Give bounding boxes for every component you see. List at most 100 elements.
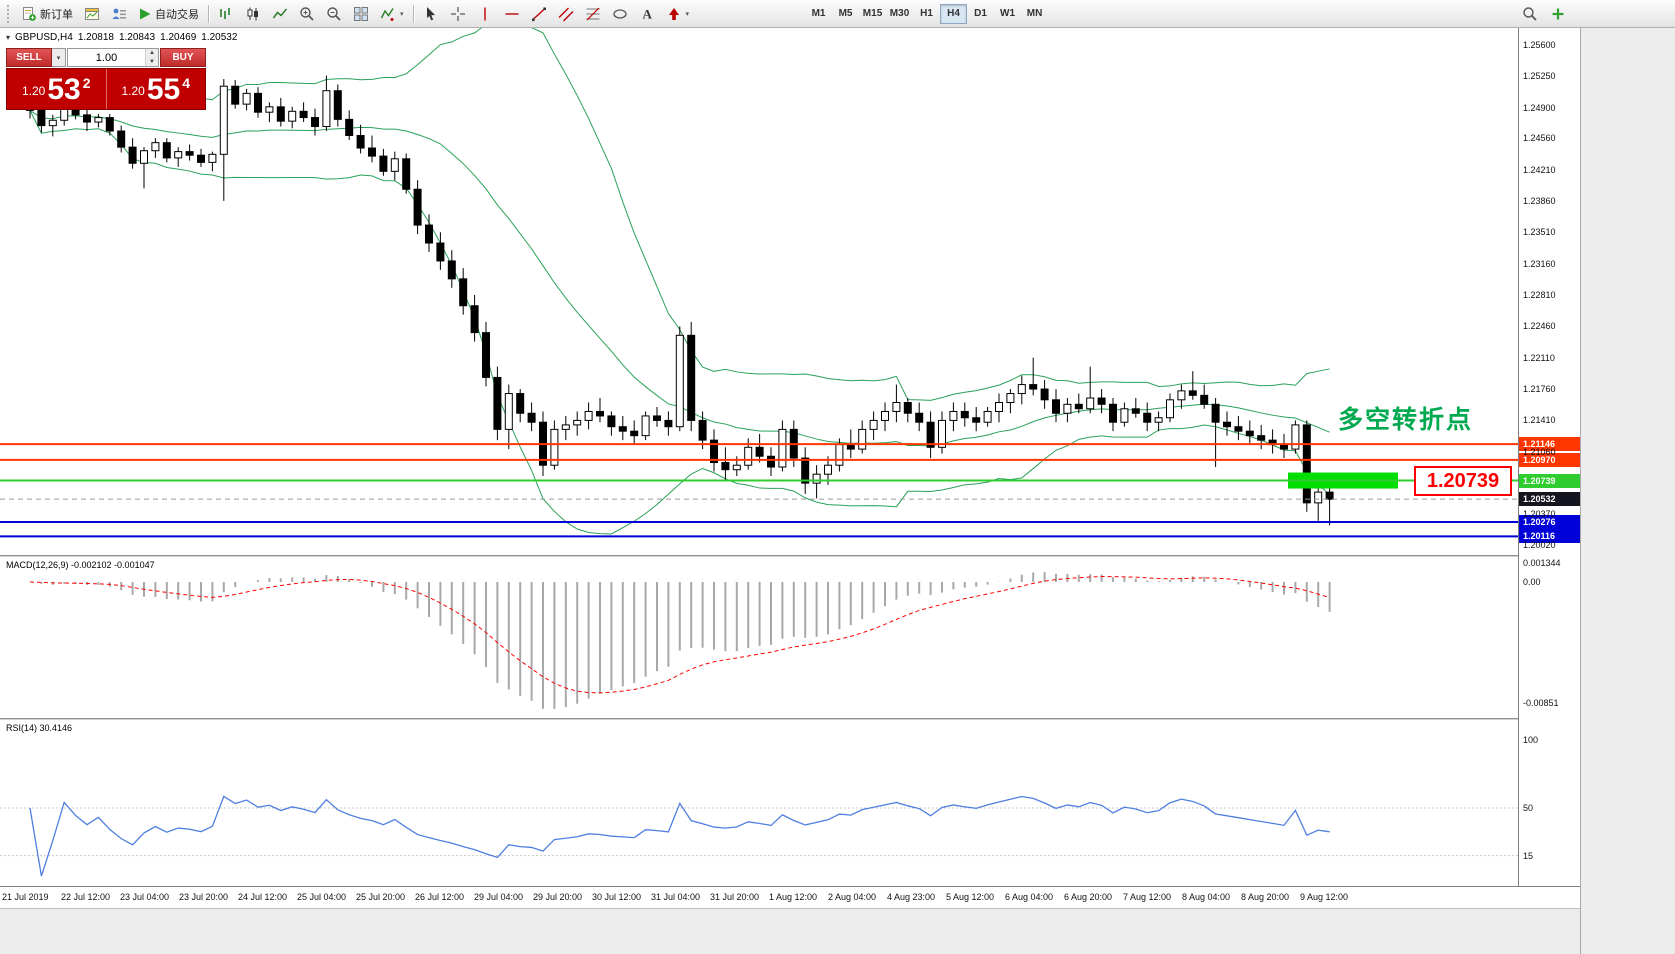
text-tool-button[interactable]: A <box>634 3 660 25</box>
trendline-icon <box>531 7 546 21</box>
crosshair-icon <box>450 6 465 21</box>
shapes-tool-button[interactable] <box>607 3 633 25</box>
time-axis-label: 21 Jul 2019 <box>2 892 49 902</box>
timeframe-M15[interactable]: M15 <box>859 4 886 24</box>
candle-chart-type-button[interactable] <box>240 3 266 25</box>
horizontal-line-tool-button[interactable] <box>499 3 525 25</box>
turning-point-annotation[interactable]: 多空转折点 <box>1338 406 1474 434</box>
bid-price[interactable]: 1.20 53 2 <box>7 69 107 109</box>
channel-tool-button[interactable] <box>553 3 579 25</box>
time-axis-label: 7 Aug 12:00 <box>1123 892 1172 902</box>
macd-indicator-plot[interactable] <box>0 557 1518 718</box>
auto-trading-label: 自动交易 <box>155 8 199 21</box>
ohlc-close: 1.20532 <box>201 32 238 43</box>
time-axis-label: 6 Aug 04:00 <box>1005 892 1054 902</box>
time-axis-label: 6 Aug 20:00 <box>1064 892 1113 902</box>
candle-chart-type-icon <box>247 7 258 20</box>
cursor-tool-button[interactable] <box>418 3 444 25</box>
time-axis[interactable]: 21 Jul 2019 22 Jul 12:00 23 Jul 04:00 23 Ju… <box>0 886 1580 908</box>
timeframe-M5[interactable]: M5 <box>832 4 859 24</box>
chart-window: 1.21146 1.20970 1.20739 1.20532 1.20276 1.201… <box>0 28 1580 954</box>
macd-axis-label: 0.001344 <box>1523 557 1561 568</box>
toolbar-right-group <box>1517 3 1571 25</box>
zoom-in-icon <box>300 6 314 21</box>
candlesticks <box>26 75 1334 526</box>
time-axis-label: 26 Jul 12:00 <box>415 892 465 902</box>
timeframe-H1[interactable]: H1 <box>913 4 940 24</box>
channel-icon <box>558 7 573 21</box>
fibonacci-tool-button[interactable] <box>580 3 606 25</box>
add-button[interactable] <box>1545 3 1571 25</box>
timeframe-H4[interactable]: H4 <box>940 3 968 24</box>
trendline-tool-button[interactable] <box>526 3 552 25</box>
toolbar: 新订单 自动交易 ▾ <box>0 0 1675 28</box>
zoom-out-button[interactable] <box>321 3 347 25</box>
arrows-tool-button[interactable]: ▾ <box>661 3 695 25</box>
rsi-axis-label: 100 <box>1523 735 1539 745</box>
chart-title: ▾ GBPUSD,H4 1.20818 1.20843 1.20469 1.20… <box>6 32 237 43</box>
timeframe-D1[interactable]: D1 <box>967 4 994 24</box>
chevron-down-icon[interactable]: ▾ <box>52 48 66 67</box>
charts-button[interactable] <box>79 3 105 25</box>
line-chart-type-button[interactable] <box>267 3 293 25</box>
main-chart-plot[interactable] <box>0 28 1518 555</box>
volume-input[interactable] <box>68 49 145 66</box>
vertical-line-tool-button[interactable] <box>472 3 498 25</box>
vertical-line-icon <box>483 7 486 20</box>
time-axis-label: 25 Jul 04:00 <box>297 892 347 902</box>
toolbar-separator <box>208 4 209 23</box>
bollinger-lower <box>29 110 1330 535</box>
sell-button[interactable]: SELL <box>6 48 52 67</box>
auto-trading-button[interactable]: 自动交易 <box>133 3 204 25</box>
spinner-up-icon[interactable]: ▲ <box>146 49 158 58</box>
price-axis[interactable]: 1.21146 1.20970 1.20739 1.20532 1.20276 1.201… <box>1518 28 1580 886</box>
price-axis-label: 1.21060 <box>1523 446 1556 457</box>
price-axis-label: 1.23160 <box>1523 258 1556 269</box>
indicators-button[interactable]: ▾ <box>375 3 409 25</box>
timeframe-MN[interactable]: MN <box>1021 4 1048 24</box>
toolbar-grip[interactable] <box>7 4 12 23</box>
svg-text:A: A <box>642 6 652 21</box>
price-badge-1.20739: 1.20739 <box>1519 473 1580 488</box>
macd-label: MACD(12,26,9) -0.002102 -0.001047 <box>6 560 155 570</box>
time-axis-label: 8 Aug 20:00 <box>1241 892 1290 902</box>
time-axis-label: 30 Jul 12:00 <box>592 892 642 902</box>
timeframe-M30[interactable]: M30 <box>886 4 913 24</box>
price-badge-1.20276: 1.20276 <box>1519 515 1580 530</box>
crosshair-tool-button[interactable] <box>445 3 471 25</box>
spinner-down-icon[interactable]: ▼ <box>146 57 158 66</box>
bid-ask-display: 1.20 53 2 1.20 55 4 <box>6 68 206 110</box>
rsi-axis-label: 50 <box>1523 803 1534 813</box>
price-axis-label: 1.24900 <box>1523 102 1556 113</box>
buy-button[interactable]: BUY <box>160 48 206 67</box>
price-badge-1.20116: 1.20116 <box>1519 529 1580 544</box>
time-axis-label: 31 Jul 20:00 <box>710 892 760 902</box>
zoom-out-icon <box>327 6 341 21</box>
time-axis-label: 8 Aug 04:00 <box>1182 892 1231 902</box>
time-axis-label: 1 Aug 12:00 <box>769 892 818 902</box>
price-axis-label: 1.24210 <box>1523 164 1556 175</box>
zoom-in-button[interactable] <box>294 3 320 25</box>
macd-histogram <box>40 572 1331 709</box>
time-axis-label: 22 Jul 12:00 <box>61 892 111 902</box>
macd-axis-label: 0.00 <box>1523 577 1541 587</box>
rsi-indicator-plot[interactable] <box>0 720 1518 886</box>
bar-chart-type-icon <box>220 7 230 19</box>
ask-price[interactable]: 1.20 55 4 <box>107 69 206 109</box>
panel-divider[interactable] <box>0 718 1580 720</box>
timeframe-W1[interactable]: W1 <box>994 4 1021 24</box>
price-axis-label: 1.22460 <box>1523 321 1556 332</box>
panel-divider[interactable] <box>0 555 1580 557</box>
time-axis-label: 25 Jul 20:00 <box>356 892 406 902</box>
price-callout-box[interactable]: 1.20739 <box>1414 466 1512 496</box>
search-button[interactable] <box>1517 3 1543 25</box>
bar-chart-type-button[interactable] <box>213 3 239 25</box>
timeframe-M1[interactable]: M1 <box>805 4 832 24</box>
new-order-button[interactable]: 新订单 <box>16 3 78 25</box>
tile-windows-button[interactable] <box>348 3 374 25</box>
time-axis-label: 29 Jul 20:00 <box>533 892 583 902</box>
price-axis-label: 1.25250 <box>1523 71 1556 82</box>
market-watch-button[interactable] <box>106 3 132 25</box>
collapse-arrow-icon[interactable]: ▾ <box>6 33 11 42</box>
